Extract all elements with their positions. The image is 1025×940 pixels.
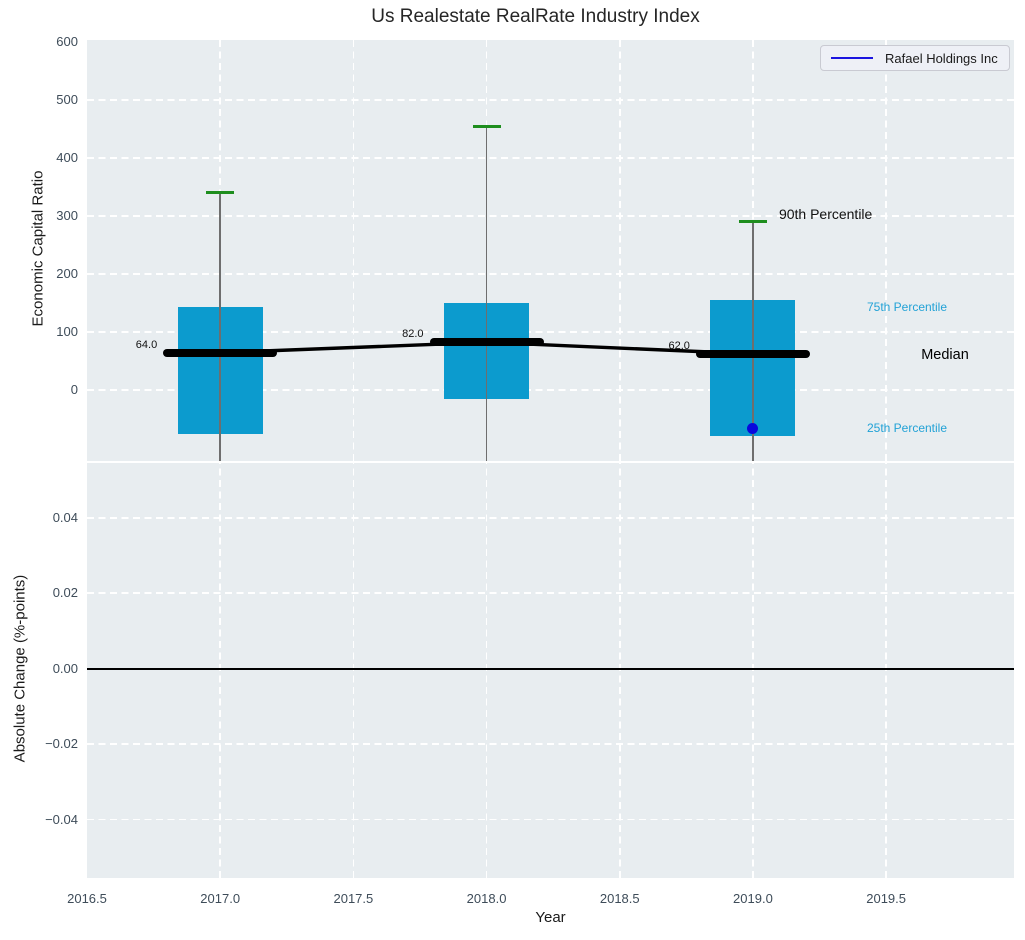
gridline <box>87 215 1014 217</box>
y-tick-label: 0.04 <box>52 509 78 525</box>
median-bar <box>163 348 278 357</box>
whisker-line <box>485 126 488 461</box>
top-y-axis-label: Economic Capital Ratio <box>29 170 47 327</box>
bottom-axes <box>87 463 1014 878</box>
annotation-25th-percentile: 25th Percentile <box>866 421 948 436</box>
gridline <box>752 463 754 878</box>
y-tick-label: 0.00 <box>52 660 78 676</box>
gridline <box>352 40 355 461</box>
median-bar <box>695 349 810 358</box>
x-tick-label: 2019.0 <box>733 891 773 906</box>
gridline <box>87 388 1014 391</box>
median-value-label: 82.0 <box>402 328 424 341</box>
x-tick-label: 2017.5 <box>333 891 374 906</box>
whisker-cap-90th <box>206 191 235 195</box>
gridline <box>618 40 621 461</box>
annotation-90th-percentile: 90th Percentile <box>778 205 873 222</box>
x-tick-label: 2018.0 <box>466 891 507 906</box>
legend-line-swatch <box>831 56 873 60</box>
y-tick-label: 600 <box>56 34 78 50</box>
company-point-marker <box>747 423 759 435</box>
y-tick-label: 200 <box>56 265 78 281</box>
x-tick-label: 2016.5 <box>67 891 107 906</box>
median-value-label: 64.0 <box>135 338 158 351</box>
gridline <box>87 331 1014 333</box>
gridline <box>87 99 1014 102</box>
annotation-median: Median <box>921 346 969 363</box>
median-value-label: 62.0 <box>668 339 690 352</box>
gridline <box>87 157 1014 160</box>
annotation-75th-percentile: 75th Percentile <box>866 300 948 314</box>
zero-line <box>87 667 1014 670</box>
y-tick-label: −0.02 <box>45 736 78 752</box>
gridline <box>485 463 488 878</box>
gridline <box>87 743 1014 745</box>
x-axis-label: Year <box>535 909 566 926</box>
y-tick-label: 300 <box>56 208 78 224</box>
legend-label: Rafael Holdings Inc <box>885 50 998 66</box>
gridline <box>87 592 1014 595</box>
gridline <box>885 463 888 878</box>
x-tick-label: 2017.0 <box>200 891 241 906</box>
top-axes: 64.0 82.0 62.0 <box>87 40 1014 461</box>
y-tick-label: 500 <box>56 92 78 108</box>
median-bar <box>429 338 544 347</box>
gridline <box>87 516 1014 519</box>
whisker-line <box>219 192 221 461</box>
whisker-cap-90th <box>472 124 501 128</box>
gridline <box>87 818 1014 821</box>
y-tick-label: −0.04 <box>45 811 78 827</box>
gridline <box>885 40 888 461</box>
x-tick-label: 2018.5 <box>599 891 640 906</box>
chart-title: Us Realestate RealRate Industry Index <box>371 6 700 27</box>
gridline <box>219 463 222 878</box>
y-tick-label: 100 <box>56 323 78 339</box>
legend: Rafael Holdings Inc <box>820 45 1010 71</box>
gridline <box>87 273 1014 275</box>
gridline <box>352 463 355 878</box>
x-tick-label: 2019.5 <box>866 891 907 906</box>
y-tick-label: 400 <box>56 150 78 166</box>
whisker-cap-90th <box>738 220 767 224</box>
y-tick-label: 0 <box>70 381 78 397</box>
y-tick-label: 0.02 <box>52 585 78 601</box>
gridline <box>618 463 621 878</box>
